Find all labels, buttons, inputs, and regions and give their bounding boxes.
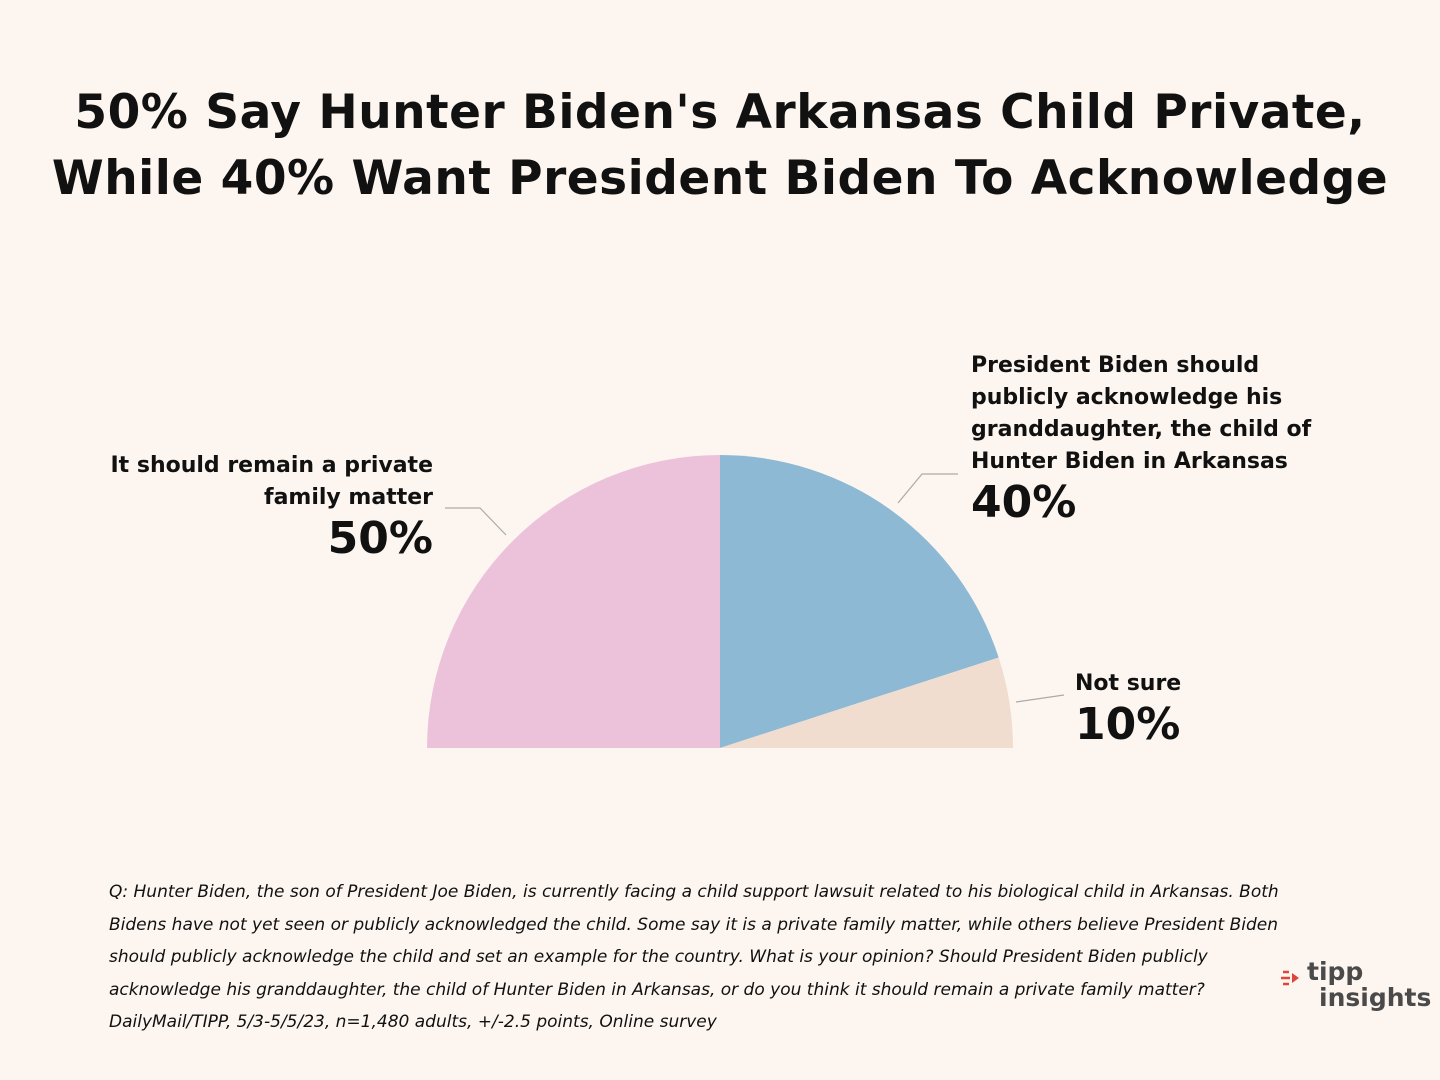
label-notsure-text: Not sure — [1075, 671, 1182, 696]
title-line-1: 50% Say Hunter Biden's Arkansas Child Pr… — [74, 85, 1366, 140]
label-private-text-1: It should remain a private — [110, 453, 433, 478]
leader-line-private — [445, 507, 507, 536]
label-ack-text-1: President Biden should — [971, 353, 1260, 378]
label-ack-text-3: granddaughter, the child of — [971, 417, 1312, 442]
footnote-line-2: Bidens have not yet seen or publicly ack… — [109, 914, 1279, 935]
slice-not-sure — [720, 657, 1013, 748]
label-private-family-matter: It should remain a private family matter… — [93, 450, 433, 564]
label-notsure-percent: 10% — [1075, 699, 1181, 750]
tipp-insights-logo: tipp insights — [1281, 958, 1431, 1014]
leader-line-not-sure — [1015, 694, 1065, 703]
label-ack-text-2: publicly acknowledge his — [971, 385, 1283, 410]
label-not-sure: Not sure 10% — [1075, 668, 1181, 750]
slice-publicly-acknowledge — [720, 455, 999, 748]
logo-word-tipp: tipp — [1307, 957, 1364, 986]
label-private-percent: 50% — [327, 513, 433, 564]
logo-word-insights: insights — [1319, 983, 1432, 1012]
footnote-line-3: should publicly acknowledge the child an… — [109, 947, 1208, 967]
chart-title: 50% Say Hunter Biden's Arkansas Child Pr… — [0, 80, 1440, 212]
footnote-line-5: DailyMail/TIPP, 5/3-5/5/23, n=1,480 adul… — [109, 1012, 717, 1032]
logo-arrow-icon — [1281, 970, 1299, 986]
label-ack-percent: 40% — [971, 477, 1077, 528]
survey-footnote: Q: Hunter Biden, the son of President Jo… — [109, 876, 1349, 1039]
label-publicly-acknowledge: President Biden should publicly acknowle… — [971, 350, 1331, 528]
slice-private-family-matter — [427, 455, 720, 748]
label-ack-text-4: Hunter Biden in Arkansas — [971, 449, 1288, 474]
footnote-line-1: Q: Hunter Biden, the son of President Jo… — [109, 882, 1279, 902]
title-line-2: While 40% Want President Biden To Acknow… — [51, 151, 1389, 206]
footnote-line-4: acknowledge his granddaughter, the child… — [109, 979, 1205, 1000]
label-private-text-2: family matter — [264, 485, 433, 510]
leader-line-acknowledge — [897, 473, 958, 504]
